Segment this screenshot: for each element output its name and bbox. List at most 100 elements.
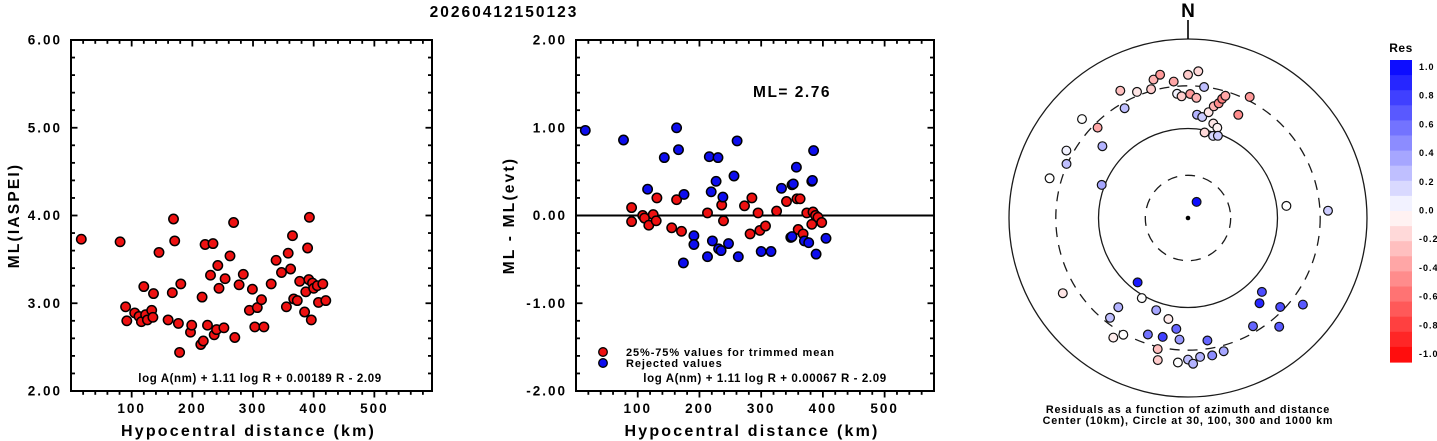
north-label: N [1181, 1, 1195, 22]
polar-circle [1097, 127, 1279, 309]
data-point [710, 175, 722, 187]
colorbar-segment [1390, 165, 1412, 182]
data-point [676, 225, 687, 237]
colorbar-tick-label: -0.2 [1419, 234, 1437, 244]
polar-point [1199, 81, 1210, 92]
data-point [205, 269, 216, 281]
data-point [228, 217, 240, 228]
data-point [688, 230, 700, 242]
residual-vs-distance-chart: 100 200 300 400 500 -2.00 -1.00 0.00 1.00 2.00 Hyp… [501, 33, 935, 440]
data-point [121, 315, 133, 327]
y-tick-label: 3.00 [28, 296, 62, 311]
legend-marker [598, 358, 608, 368]
data-point [626, 202, 638, 214]
x-tick-label: 500 [360, 401, 389, 416]
polar-point [1274, 321, 1285, 332]
colorbar-tick-label: 0.0 [1419, 206, 1435, 216]
y-axis-label: ML - ML(evt) [501, 157, 518, 274]
data-point [147, 311, 159, 323]
x-tick-label: 400 [299, 401, 328, 416]
colorbar-segment [1390, 135, 1412, 152]
polar-point [1174, 334, 1185, 345]
polar-point [1207, 350, 1218, 361]
data-point [810, 248, 822, 260]
colorbar-segment [1390, 286, 1412, 303]
data-point [671, 122, 683, 134]
data-point [666, 222, 678, 234]
polar-point [1131, 86, 1142, 97]
polar-point [1163, 314, 1174, 325]
ml-value-label: ML= 2.76 [753, 84, 831, 101]
y-tick-label: 2.00 [28, 384, 62, 399]
data-point [732, 251, 744, 263]
data-point [781, 196, 792, 207]
data-point [702, 207, 713, 219]
colorbar-segment [1390, 226, 1412, 242]
data-point [120, 301, 132, 313]
legend-label: 25%-75% values for trimmed mean [626, 347, 835, 359]
polar-point [1195, 351, 1206, 362]
data-point [114, 236, 126, 248]
data-point [233, 279, 245, 291]
colorbar-segment [1390, 271, 1412, 288]
colorbar-segment [1390, 301, 1412, 318]
data-point [715, 245, 727, 257]
polar-point [1172, 357, 1183, 368]
data-point [688, 239, 700, 250]
data-point [237, 268, 249, 280]
colorbar-segment [1390, 120, 1412, 137]
x-axis-label: Hypocentral distance (km) [121, 423, 376, 440]
data-point [305, 314, 317, 326]
x-tick-label: 300 [747, 401, 776, 416]
data-point [270, 254, 282, 266]
x-tick-label: 100 [623, 401, 652, 416]
data-point [752, 207, 764, 219]
polar-point [1244, 91, 1255, 102]
data-point [317, 278, 329, 290]
polar-point [1113, 302, 1124, 313]
data-point [219, 273, 231, 285]
polar-circle [1144, 174, 1232, 262]
x-tick-label: 100 [117, 401, 146, 416]
caption-line: Center (10km), Circle at 30, 100, 300 an… [1043, 415, 1334, 427]
colorbar-tick-label: -1.0 [1419, 349, 1437, 359]
y-axis-label: ML(IASPEI) [6, 163, 23, 269]
polar-point [1104, 312, 1115, 323]
data-point [808, 145, 820, 157]
data-point [744, 228, 756, 240]
colorbar-title: Res [1389, 41, 1413, 55]
data-point [265, 278, 277, 290]
colorbar-tick-label: -0.6 [1419, 292, 1437, 302]
x-tick-label: 400 [809, 401, 838, 416]
polar-circle [1055, 85, 1321, 351]
polar-point [1254, 298, 1265, 309]
data-point [294, 275, 306, 287]
colorbar-segment [1390, 150, 1412, 167]
y-tick-label: 0.00 [533, 208, 567, 223]
polar-point [1061, 145, 1072, 156]
data-point [673, 144, 684, 156]
data-point [249, 321, 261, 333]
polar-point [1142, 329, 1153, 340]
y-tick-label: 1.00 [533, 120, 567, 135]
x-tick-label: 200 [685, 401, 714, 416]
data-point [677, 257, 689, 269]
legend-marker [598, 347, 608, 357]
data-point [678, 188, 690, 200]
data-point [731, 135, 743, 147]
polar-point [1057, 288, 1068, 299]
polar-point [1218, 346, 1229, 357]
colorbar-tick-label: 0.8 [1419, 91, 1435, 101]
polar-point [1193, 66, 1204, 77]
data-point [765, 246, 777, 257]
annotation-formula: log A(nm) + 1.11 log R + 0.00067 R - 2.0… [643, 373, 886, 385]
polar-point [1119, 103, 1130, 114]
colorbar-segment [1390, 60, 1412, 76]
x-tick-label: 300 [239, 401, 268, 416]
polar-point [1247, 321, 1258, 332]
data-point [75, 233, 87, 245]
y-tick-label: -2.00 [526, 384, 567, 399]
data-point [786, 231, 798, 243]
polar-point [1061, 158, 1072, 169]
x-tick-label: 500 [870, 401, 899, 416]
